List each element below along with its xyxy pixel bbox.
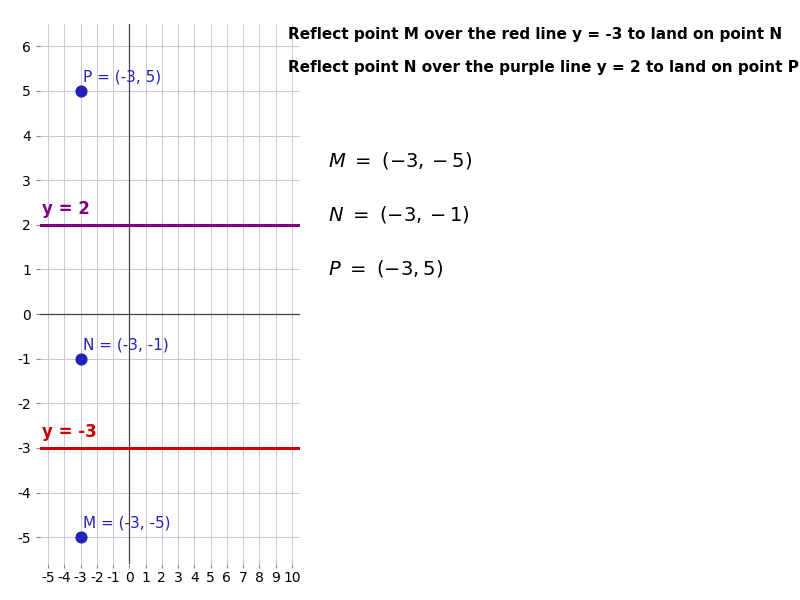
Point [74,86,87,96]
Text: N = (-3, -1): N = (-3, -1) [82,337,168,352]
Text: $M\ =\ (-3,-5)$: $M\ =\ (-3,-5)$ [328,150,472,171]
Point [74,354,87,364]
Text: y = -3: y = -3 [42,423,96,441]
Text: Reflect point N over the purple line y = 2 to land on point P: Reflect point N over the purple line y =… [288,60,799,75]
Text: P = (-3, 5): P = (-3, 5) [82,69,161,84]
Text: y = 2: y = 2 [42,200,90,218]
Text: $N\ =\ (-3,-1)$: $N\ =\ (-3,-1)$ [328,204,470,225]
Text: Reflect point M over the red line y = -3 to land on point N: Reflect point M over the red line y = -3… [288,27,782,42]
Point [74,532,87,542]
Text: M = (-3, -5): M = (-3, -5) [82,515,170,530]
Text: $P\ =\ (-3,5)$: $P\ =\ (-3,5)$ [328,258,443,279]
